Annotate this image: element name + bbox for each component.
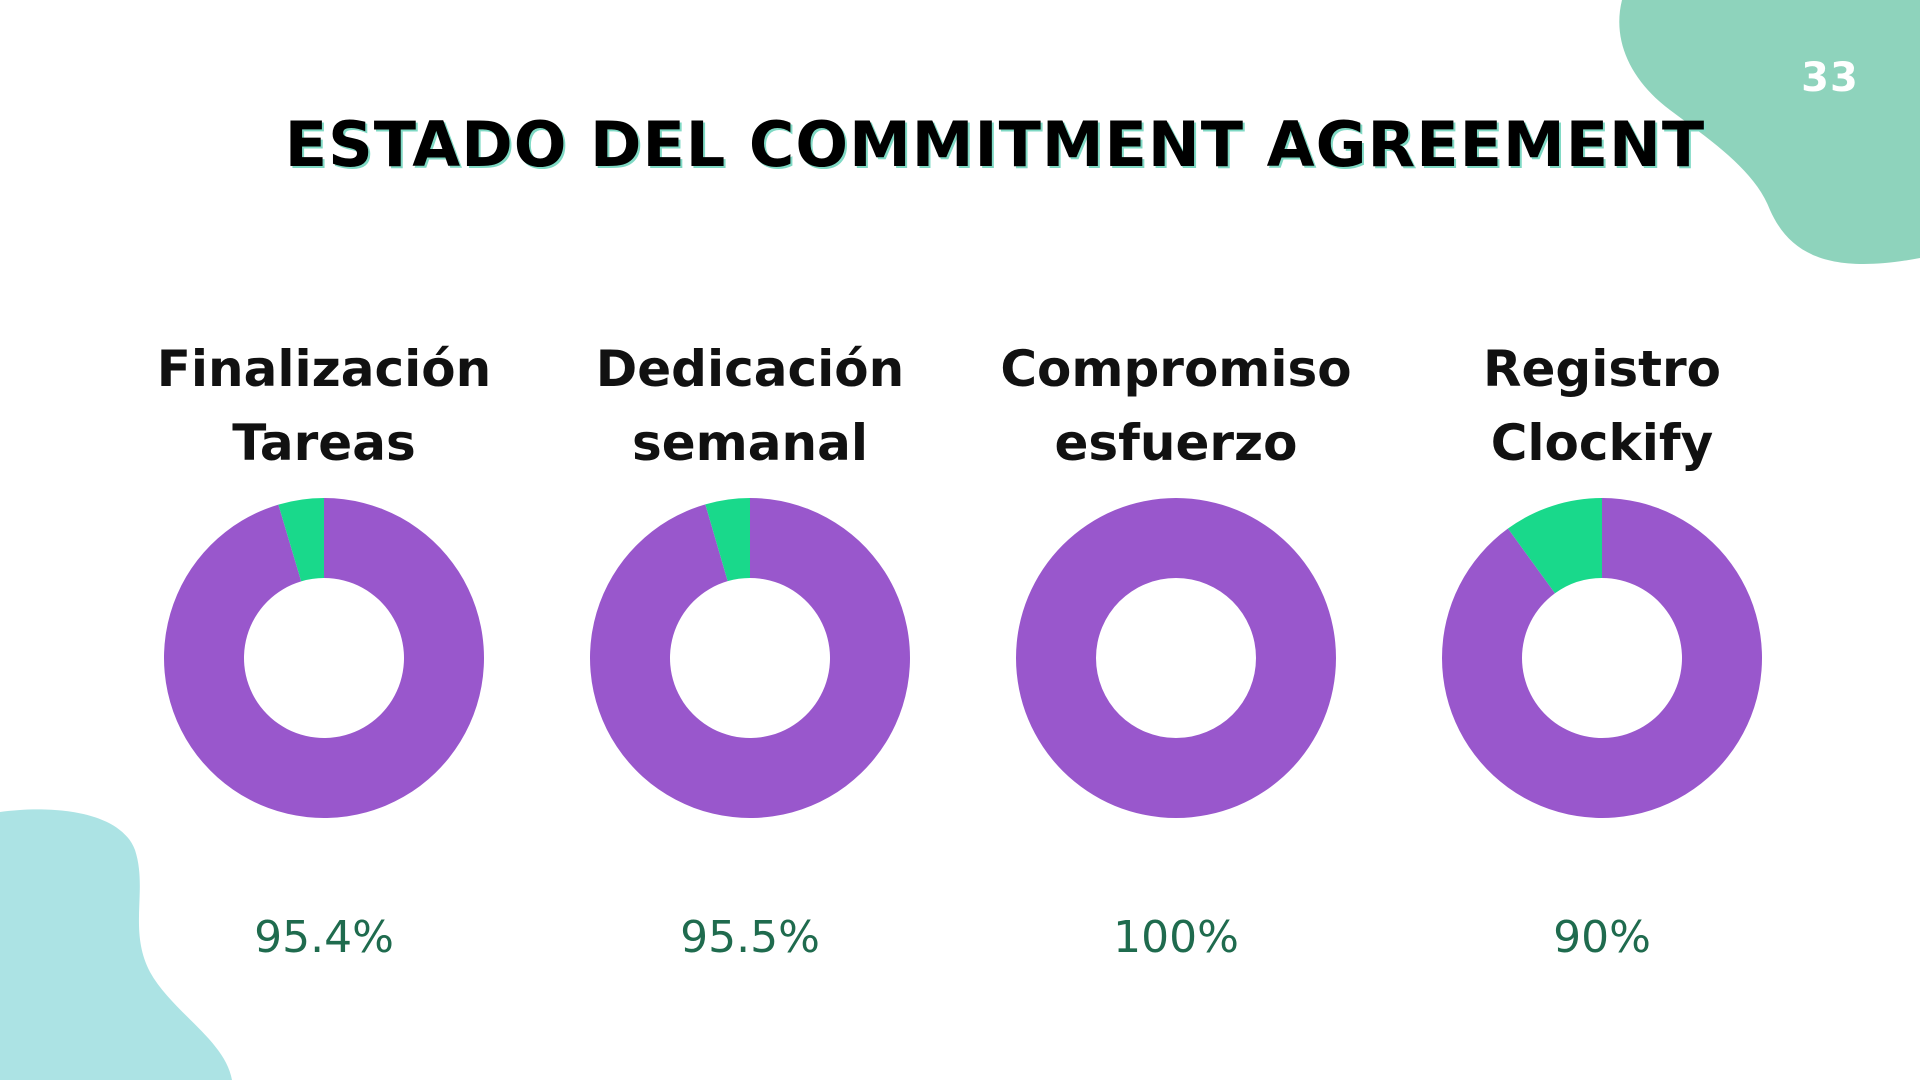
page-number: 33 <box>1801 55 1859 101</box>
donut-slice-remainder <box>705 498 750 582</box>
chart-label: Registro Clockify <box>1482 340 1721 472</box>
donut-slice-remainder <box>278 498 324 582</box>
chart-finalizacion-tareas: Finalización Tareas 95.4% <box>104 332 544 992</box>
chart-dedicacion-semanal: Dedicación semanal 95.5% <box>530 332 970 992</box>
chart-label: Compromiso esfuerzo <box>1000 340 1352 472</box>
percent-value: 100% <box>1113 912 1239 963</box>
donut-slice-value <box>590 498 910 818</box>
donut-slice-value <box>1016 498 1336 818</box>
chart-label: Finalización Tareas <box>156 340 492 472</box>
donut-chart <box>590 498 910 818</box>
chart-compromiso-esfuerzo: Compromiso esfuerzo 100% <box>956 332 1396 992</box>
top-right-blob <box>1619 0 1920 265</box>
percent-value: 90% <box>1553 912 1651 963</box>
percent-value: 95.5% <box>680 912 820 963</box>
slide-title: ESTADO DEL COMMITMENT AGREEMENT <box>284 108 1706 181</box>
chart-registro-clockify: Registro Clockify 90% <box>1382 332 1822 992</box>
donut-chart <box>164 498 484 818</box>
bottom-left-blob <box>0 809 232 1080</box>
donut-slice-value <box>164 498 484 818</box>
donut-slice-remainder <box>1507 498 1602 594</box>
percent-value: 95.4% <box>254 912 394 963</box>
donut-chart <box>1016 498 1336 818</box>
donut-slice-value <box>1442 498 1762 818</box>
chart-label: Dedicación semanal <box>595 340 905 472</box>
donut-chart <box>1442 498 1762 818</box>
